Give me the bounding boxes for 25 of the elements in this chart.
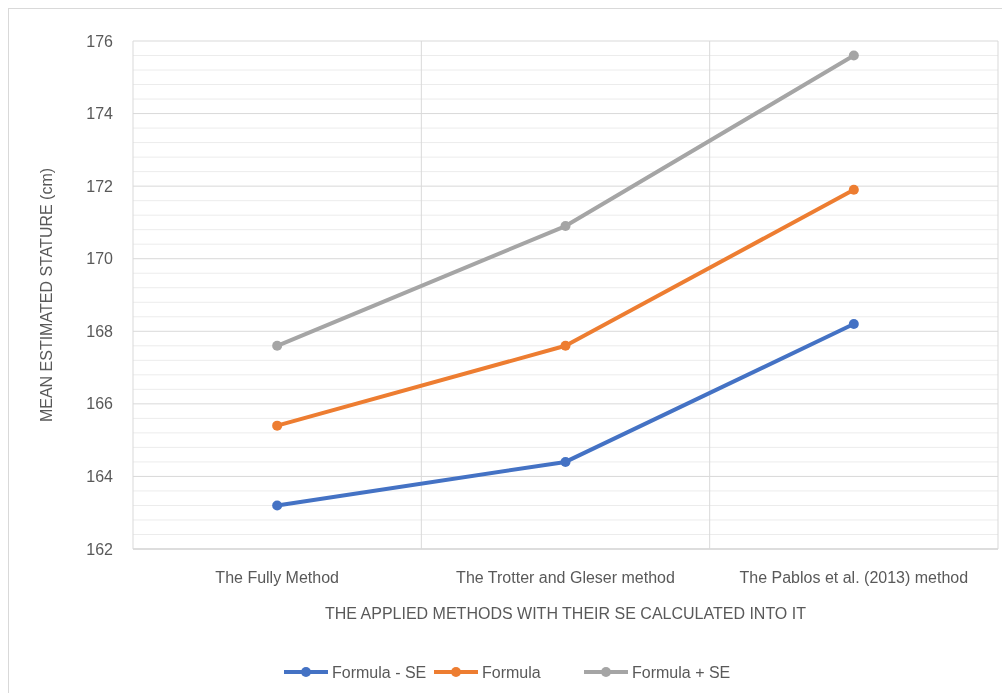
- point: [272, 340, 283, 351]
- y-tick-label: 176: [86, 32, 114, 50]
- x-axis-title: THE APPLIED METHODS WITH THEIR SE CALCULATED INTO IT: [325, 605, 807, 622]
- x-tick-label: The Fully Method: [215, 569, 339, 586]
- point: [560, 340, 571, 351]
- legend-label: Formula + SE: [632, 663, 731, 681]
- y-tick-label: 172: [86, 177, 114, 195]
- y-tick-label: 166: [86, 395, 114, 413]
- x-tick-label: The Pablos et al. (2013) method: [739, 569, 969, 586]
- legend-label: Formula - SE: [332, 663, 427, 681]
- y-tick-label: 168: [86, 322, 114, 340]
- point: [560, 221, 571, 232]
- y-tick-label: 164: [86, 468, 114, 486]
- y-tick-label: 174: [86, 105, 114, 123]
- point: [848, 50, 859, 61]
- y-tick-label: 170: [86, 250, 114, 268]
- x-tick-label: The Trotter and Gleser method: [456, 569, 675, 586]
- legend-label: Formula: [482, 663, 541, 681]
- point: [272, 500, 283, 511]
- point: [560, 456, 571, 467]
- point: [272, 420, 283, 431]
- point: [848, 319, 859, 330]
- y-axis-title: MEAN ESTIMATED STATURE (cm): [38, 167, 55, 423]
- point: [848, 184, 859, 195]
- y-tick-label: 162: [86, 540, 114, 558]
